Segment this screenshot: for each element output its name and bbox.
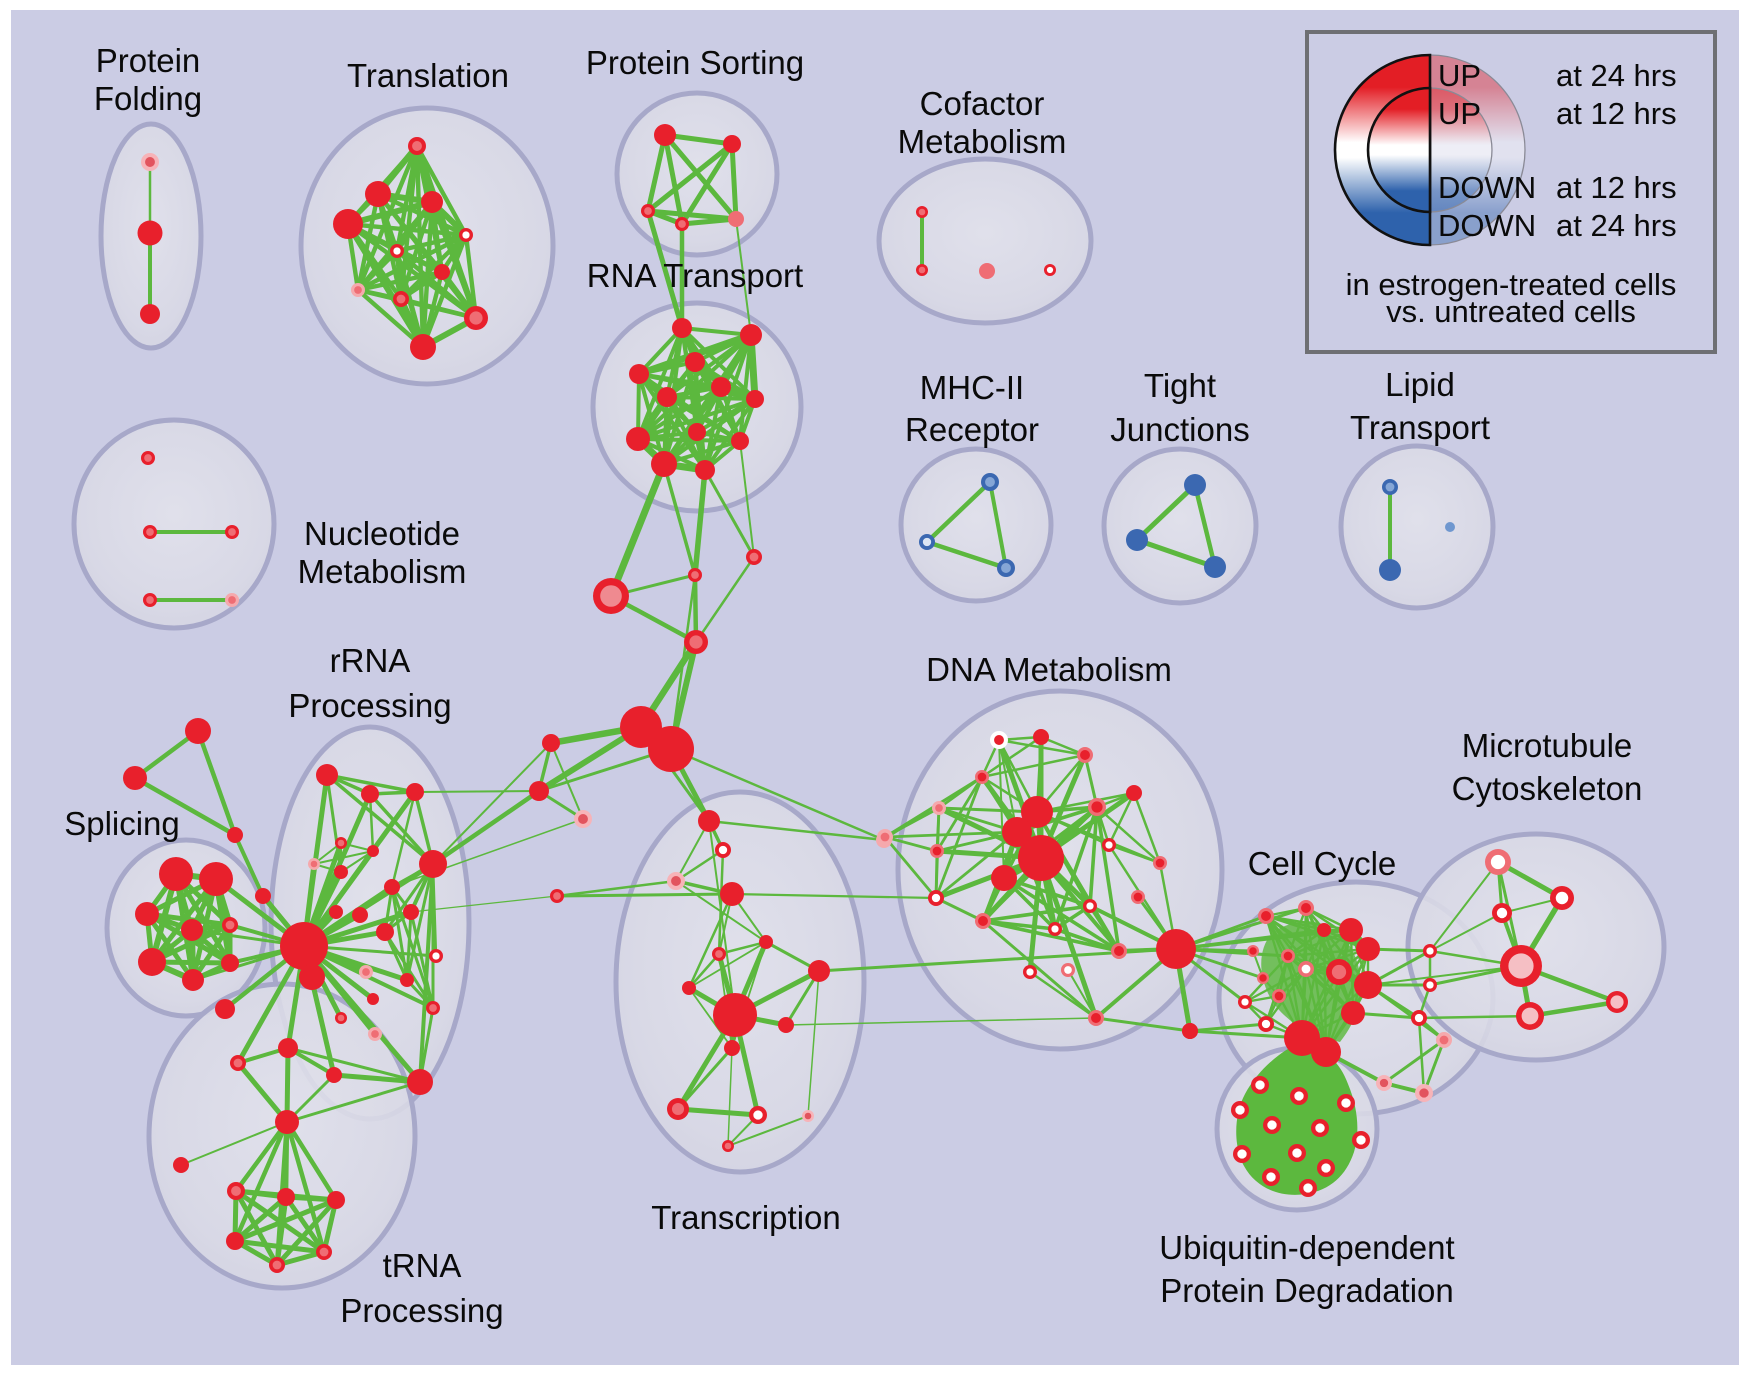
svg-text:UP: UP <box>1438 96 1481 131</box>
svg-text:Processing: Processing <box>288 687 451 724</box>
svg-text:Junctions: Junctions <box>1110 411 1249 448</box>
svg-text:at 12 hrs: at 12 hrs <box>1556 170 1677 205</box>
svg-text:Splicing: Splicing <box>64 805 180 842</box>
svg-text:DOWN: DOWN <box>1438 170 1536 205</box>
svg-text:MHC-II: MHC-II <box>920 369 1024 406</box>
svg-text:at 24 hrs: at 24 hrs <box>1556 58 1677 93</box>
svg-text:UP: UP <box>1438 58 1481 93</box>
svg-text:DOWN: DOWN <box>1438 208 1536 243</box>
svg-text:Transcription: Transcription <box>651 1199 841 1236</box>
svg-text:Processing: Processing <box>340 1292 503 1329</box>
svg-text:Translation: Translation <box>347 57 509 94</box>
svg-text:in estrogen-treated cells: in estrogen-treated cells <box>1346 267 1677 302</box>
svg-text:Microtubule: Microtubule <box>1462 727 1633 764</box>
svg-text:Metabolism: Metabolism <box>298 553 467 590</box>
svg-text:Cell Cycle: Cell Cycle <box>1248 845 1397 882</box>
svg-text:tRNA: tRNA <box>383 1247 462 1284</box>
svg-text:Protein: Protein <box>96 42 201 79</box>
svg-text:rRNA: rRNA <box>330 642 411 679</box>
svg-text:DNA Metabolism: DNA Metabolism <box>926 651 1172 688</box>
svg-text:Folding: Folding <box>94 80 202 117</box>
svg-text:Lipid: Lipid <box>1385 366 1455 403</box>
svg-text:Cytoskeleton: Cytoskeleton <box>1452 770 1643 807</box>
svg-text:Transport: Transport <box>1350 409 1490 446</box>
svg-text:Cofactor: Cofactor <box>920 85 1045 122</box>
svg-text:Protein Sorting: Protein Sorting <box>586 44 804 81</box>
svg-text:at 12 hrs: at 12 hrs <box>1556 96 1677 131</box>
svg-text:Receptor: Receptor <box>905 411 1039 448</box>
svg-text:Tight: Tight <box>1144 367 1216 404</box>
svg-text:RNA Transport: RNA Transport <box>587 257 803 294</box>
svg-text:Ubiquitin-dependent: Ubiquitin-dependent <box>1159 1229 1454 1266</box>
svg-text:Protein Degradation: Protein Degradation <box>1160 1272 1454 1309</box>
svg-text:Nucleotide: Nucleotide <box>304 515 460 552</box>
svg-text:vs. untreated cells: vs. untreated cells <box>1386 294 1636 329</box>
svg-text:Metabolism: Metabolism <box>898 123 1067 160</box>
svg-text:at 24 hrs: at 24 hrs <box>1556 208 1677 243</box>
